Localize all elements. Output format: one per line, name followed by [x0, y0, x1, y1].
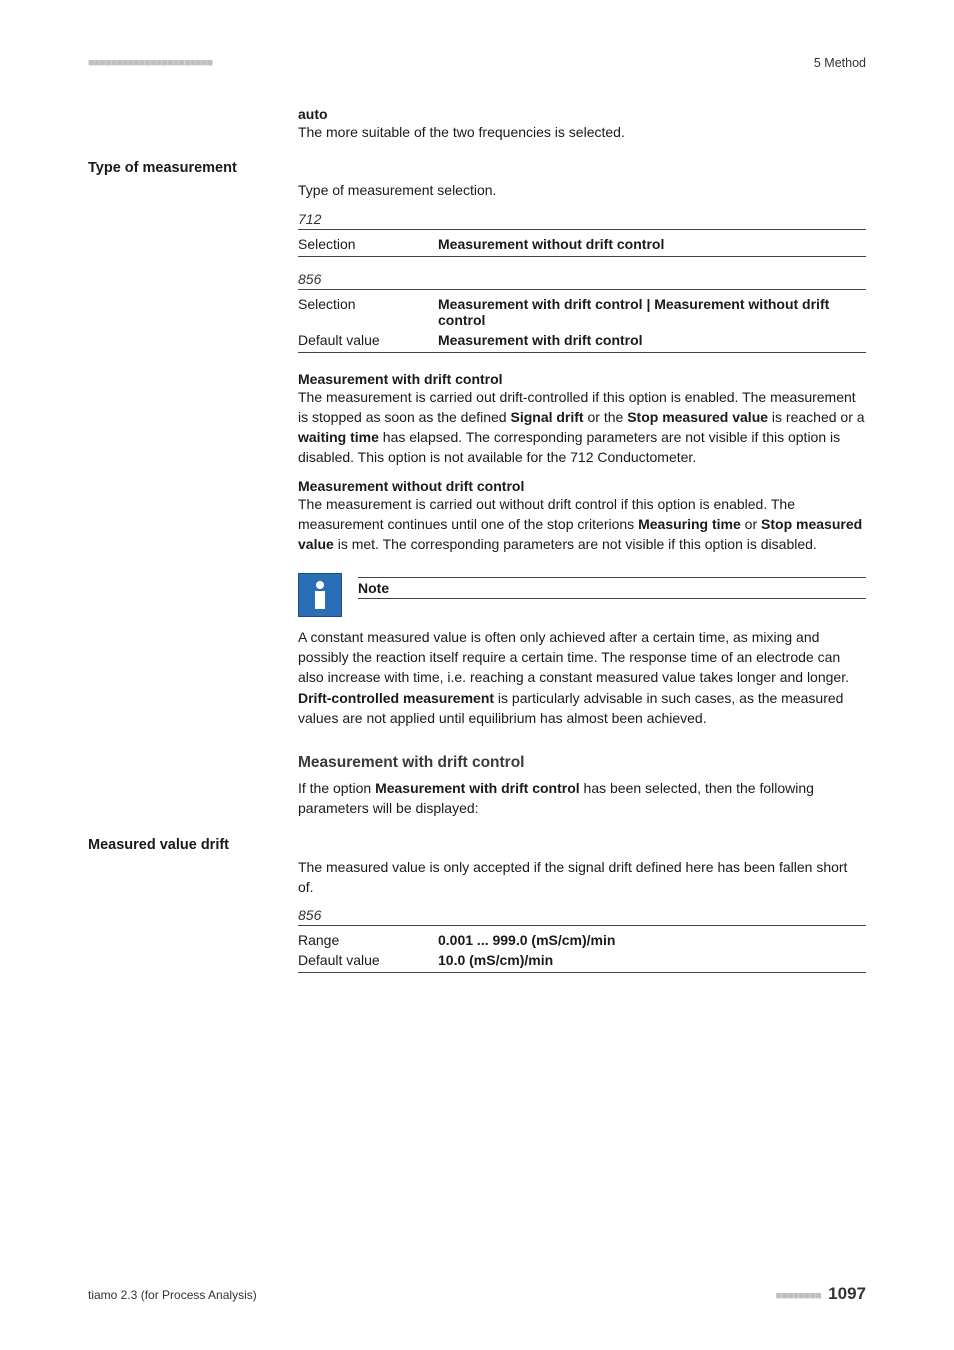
device-856-label-2: 856 — [298, 907, 866, 923]
device-712-label: 712 — [298, 211, 866, 227]
selection-label: Selection — [298, 234, 438, 254]
device-856-label: 856 — [298, 271, 866, 287]
page-footer: tiamo 2.3 (for Process Analysis) ■■■■■■■… — [88, 1284, 866, 1304]
without-drift-text: The measurement is carried out without d… — [298, 494, 866, 555]
with-drift-text: The measurement is carried out drift-con… — [298, 387, 866, 468]
selection-value: Measurement without drift control — [438, 234, 866, 254]
range-label: Range — [298, 930, 438, 950]
mwdc-text: If the option Measurement with drift con… — [298, 778, 866, 819]
mwdc-heading: Measurement with drift control — [298, 754, 866, 772]
type-of-measurement-heading: Type of measurement — [88, 160, 866, 176]
footer-ticks: ■■■■■■■■ — [776, 1290, 821, 1302]
divider — [298, 925, 866, 926]
type-of-measurement-text: Type of measurement selection. — [298, 180, 866, 200]
range-value: 0.001 ... 999.0 (mS/cm)/min — [438, 930, 866, 950]
auto-text: The more suitable of the two frequencies… — [298, 122, 866, 142]
default-value-label: Default value — [298, 950, 438, 970]
selection-value: Measurement with drift control | Measure… — [438, 294, 866, 330]
device-856-table: Selection Measurement with drift control… — [298, 294, 866, 350]
default-value-label: Default value — [298, 330, 438, 350]
note-text: A constant measured value is often only … — [298, 627, 866, 728]
default-value: Measurement with drift control — [438, 330, 866, 350]
header-ticks-left: ■■■■■■■■■■■■■■■■■■■■■■ — [88, 57, 212, 69]
divider — [298, 972, 866, 973]
header-section: 5 Method — [814, 56, 866, 70]
with-drift-heading: Measurement with drift control — [298, 371, 866, 387]
note-block: Note — [298, 573, 866, 617]
auto-label: auto — [298, 106, 866, 122]
divider — [298, 352, 866, 353]
default-value: 10.0 (mS/cm)/min — [438, 950, 866, 970]
device-712-table: Selection Measurement without drift cont… — [298, 234, 866, 254]
divider — [298, 256, 866, 257]
without-drift-heading: Measurement without drift control — [298, 478, 866, 494]
measured-value-drift-heading: Measured value drift — [88, 837, 866, 853]
footer-left: tiamo 2.3 (for Process Analysis) — [88, 1288, 257, 1302]
page-number: 1097 — [828, 1284, 866, 1303]
selection-label: Selection — [298, 294, 438, 330]
mvd-856-table: Range 0.001 ... 999.0 (mS/cm)/min Defaul… — [298, 930, 866, 970]
info-icon — [298, 573, 342, 617]
divider — [298, 229, 866, 230]
page-header: ■■■■■■■■■■■■■■■■■■■■■■ 5 Method — [88, 56, 866, 70]
measured-value-drift-text: The measured value is only accepted if t… — [298, 857, 866, 898]
footer-right: ■■■■■■■■ 1097 — [776, 1284, 866, 1304]
divider — [298, 289, 866, 290]
note-label: Note — [358, 577, 866, 599]
